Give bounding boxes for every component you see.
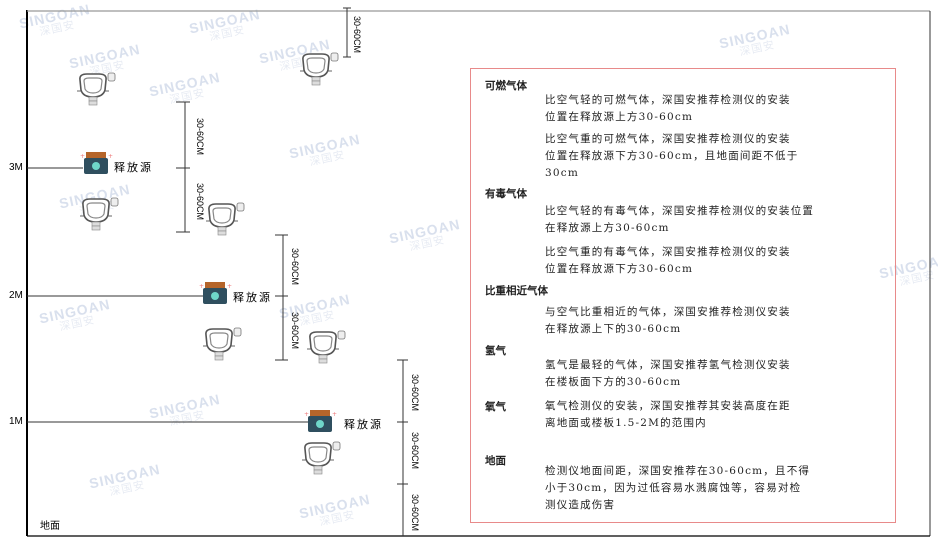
release-source-icon xyxy=(199,282,233,304)
gas-detector-icon xyxy=(202,327,242,361)
level-label-1m: 1M xyxy=(9,416,23,427)
similar-text: 与空气比重相近的气体，深国安推荐检测仪安装 在释放源上下的30-60cm xyxy=(545,304,791,338)
text-line: 位置在释放源下方30-60cm xyxy=(545,263,694,275)
oxygen-text: 氧气检测仪的安装，深国安推荐其安装高度在距 离地面或楼板1.5-2M的范围内 xyxy=(545,398,791,432)
text-line: 测仪造成伤害 xyxy=(545,499,616,511)
release-source-icon xyxy=(304,410,338,432)
text-line: 在释放源上方30-60cm xyxy=(545,222,670,234)
release-source-label: 释放源 xyxy=(114,161,153,174)
guidance-panel: 可燃气体 比空气轻的可燃气体，深国安推荐检测仪的安装 位置在释放源上方30-60… xyxy=(470,68,896,523)
text-line: 氧气检测仪的安装，深国安推荐其安装高度在距 xyxy=(545,400,791,412)
text-line: 比空气重的有毒气体，深国安推荐检测仪的安装 xyxy=(545,246,791,258)
ground-text: 检测仪地面间距，深国安推荐在30-60cm，且不得 小于30cm，因为过低容易水… xyxy=(545,463,810,514)
text-line: 在楼板面下方的30-60cm xyxy=(545,376,682,388)
text-line: 小于30cm，因为过低容易水溅腐蚀等，容易对检 xyxy=(545,482,802,494)
text-line: 位置在释放源下方30-60cm，且地面间距不低于 xyxy=(545,150,799,162)
dimension-lines xyxy=(176,7,408,536)
dimension-label: 30-60CM xyxy=(290,312,300,350)
text-line: 比空气轻的有毒气体，深国安推荐检测仪的安装位置 xyxy=(545,205,815,217)
combustible-heavy-text: 比空气重的可燃气体，深国安推荐检测仪的安装 位置在释放源下方30-60cm，且地… xyxy=(545,131,798,182)
text-line: 离地面或楼板1.5-2M的范围内 xyxy=(545,417,707,429)
toxic-heavy-text: 比空气重的有毒气体，深国安推荐检测仪的安装 位置在释放源下方30-60cm xyxy=(545,244,791,278)
gas-detector-icon xyxy=(306,330,346,364)
hydrogen-text: 氢气是最轻的气体，深国安推荐氢气检测仪安装 在楼板面下方的30-60cm xyxy=(545,357,791,391)
gas-detector-icon xyxy=(299,52,339,86)
ground-label: 地面 xyxy=(40,521,60,532)
gas-detector-icon xyxy=(205,202,245,236)
dimension-label: 30-60CM xyxy=(410,374,420,412)
gas-detector-icon xyxy=(76,72,116,106)
dimension-label: 30-60CM xyxy=(195,183,205,221)
gas-detector-icon xyxy=(301,441,341,475)
release-source-label: 释放源 xyxy=(344,418,383,431)
text-line: 氢气是最轻的气体，深国安推荐氢气检测仪安装 xyxy=(545,359,791,371)
text-line: 与空气比重相近的气体，深国安推荐检测仪安装 xyxy=(545,306,791,318)
release-source-icon xyxy=(80,152,114,174)
dimension-label: 30-60CM xyxy=(195,118,205,156)
section-title-toxic: 有毒气体 xyxy=(485,188,527,200)
text-line: 比空气轻的可燃气体，深国安推荐检测仪的安装 xyxy=(545,94,791,106)
dimension-label: 30-60CM xyxy=(290,248,300,286)
text-line: 30cm xyxy=(545,167,579,179)
section-title-combustible: 可燃气体 xyxy=(485,80,527,92)
section-title-oxygen: 氧气 xyxy=(485,401,506,413)
toxic-light-text: 比空气轻的有毒气体，深国安推荐检测仪的安装位置 在释放源上方30-60cm xyxy=(545,203,814,237)
text-line: 检测仪地面间距，深国安推荐在30-60cm，且不得 xyxy=(545,465,811,477)
dimension-label: 30-60CM xyxy=(352,16,362,54)
text-line: 在释放源上下的30-60cm xyxy=(545,323,682,335)
section-title-ground: 地面 xyxy=(485,455,506,467)
section-title-hydrogen: 氢气 xyxy=(485,345,506,357)
text-line: 比空气重的可燃气体，深国安推荐检测仪的安装 xyxy=(545,133,791,145)
gas-detector-icon xyxy=(79,197,119,231)
level-label-3m: 3M xyxy=(9,162,23,173)
dimension-label: 30-60CM xyxy=(410,432,420,470)
level-label-2m: 2M xyxy=(9,290,23,301)
combustible-light-text: 比空气轻的可燃气体，深国安推荐检测仪的安装 位置在释放源上方30-60cm xyxy=(545,92,791,126)
section-title-similar: 比重相近气体 xyxy=(485,285,548,297)
text-line: 位置在释放源上方30-60cm xyxy=(545,111,694,123)
release-source-label: 释放源 xyxy=(233,291,272,304)
dimension-label: 30-60CM xyxy=(410,494,420,532)
